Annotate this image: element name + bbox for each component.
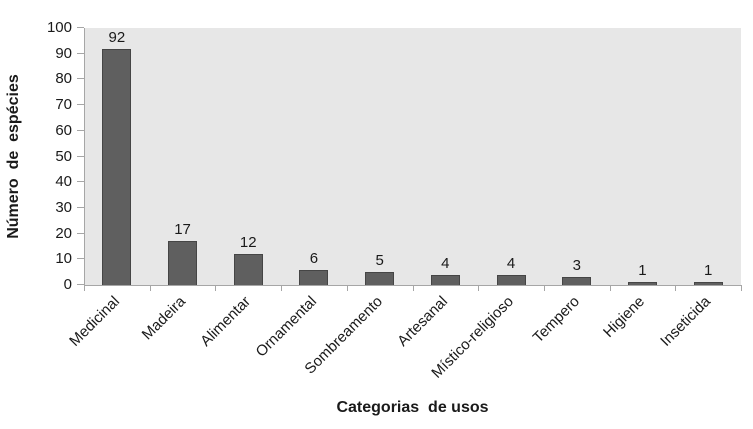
x-tick [412, 285, 414, 291]
x-category-label: Higiene [600, 293, 649, 341]
y-tick [77, 284, 84, 285]
y-tick-label: 20 [55, 224, 72, 242]
bar [102, 48, 132, 285]
y-tick-label: 40 [55, 173, 72, 191]
y-tick-label: 100 [46, 19, 72, 36]
bar [562, 277, 592, 285]
y-tick-label: 10 [55, 250, 72, 268]
bar-value-label: 17 [174, 221, 191, 239]
bar-value-label: 4 [506, 254, 516, 272]
x-tick [215, 285, 217, 291]
y-tick-label: 50 [55, 147, 72, 165]
x-tick [346, 285, 348, 291]
y-tick [77, 52, 84, 54]
x-category-label: Madeira [138, 293, 189, 344]
y-tick [77, 232, 84, 234]
x-tick [741, 285, 742, 291]
y-tick-label: 80 [55, 70, 72, 88]
bar [430, 274, 460, 285]
bar-value-label: 3 [572, 257, 581, 275]
y-tick [77, 155, 84, 157]
x-category-label: Tempero [529, 293, 583, 347]
bar [233, 254, 263, 285]
y-tick [77, 129, 84, 131]
bar-value-label: 1 [638, 262, 647, 280]
bar [299, 269, 329, 285]
x-category-label: Ornamental [252, 293, 320, 361]
x-tick [478, 285, 480, 291]
x-category-label: Inseticida [657, 293, 715, 350]
x-tick [609, 285, 611, 291]
bar [496, 274, 526, 285]
bar-value-label: 5 [375, 252, 384, 270]
y-tick [77, 104, 84, 106]
y-tick-label: 90 [55, 44, 72, 62]
x-axis-title: Categorias de usos [336, 399, 489, 416]
x-category-label: Sombreamento [301, 293, 386, 378]
bar-value-label: 4 [441, 254, 450, 272]
y-tick [77, 206, 84, 208]
y-tick [77, 27, 84, 28]
x-tick [281, 285, 283, 291]
x-category-label: Medicinal [66, 293, 123, 350]
x-category-label: Místico-religioso [428, 293, 518, 382]
y-tick-label: 0 [63, 276, 72, 293]
x-tick [149, 285, 151, 291]
bar [365, 272, 395, 285]
y-tick [77, 78, 84, 80]
x-category-label: Alimentar [197, 293, 255, 350]
x-tick [675, 285, 677, 291]
bar [627, 282, 657, 285]
y-axis-line [84, 28, 85, 286]
bar-value-label: 1 [703, 262, 713, 280]
y-tick-label: 30 [55, 198, 72, 216]
y-tick [77, 181, 84, 183]
x-category-label: Artesanal [394, 293, 452, 350]
bar [693, 282, 723, 285]
y-tick-label: 60 [55, 121, 72, 139]
bar-value-label: 6 [309, 249, 319, 267]
y-tick [77, 258, 84, 260]
bar-value-label: 92 [108, 28, 126, 46]
y-tick-label: 70 [55, 96, 72, 114]
bar-value-label: 12 [239, 234, 257, 252]
x-tick [543, 285, 545, 291]
bar [168, 241, 198, 285]
x-tick [84, 285, 85, 291]
y-axis-title: Número de espécies [5, 74, 22, 239]
